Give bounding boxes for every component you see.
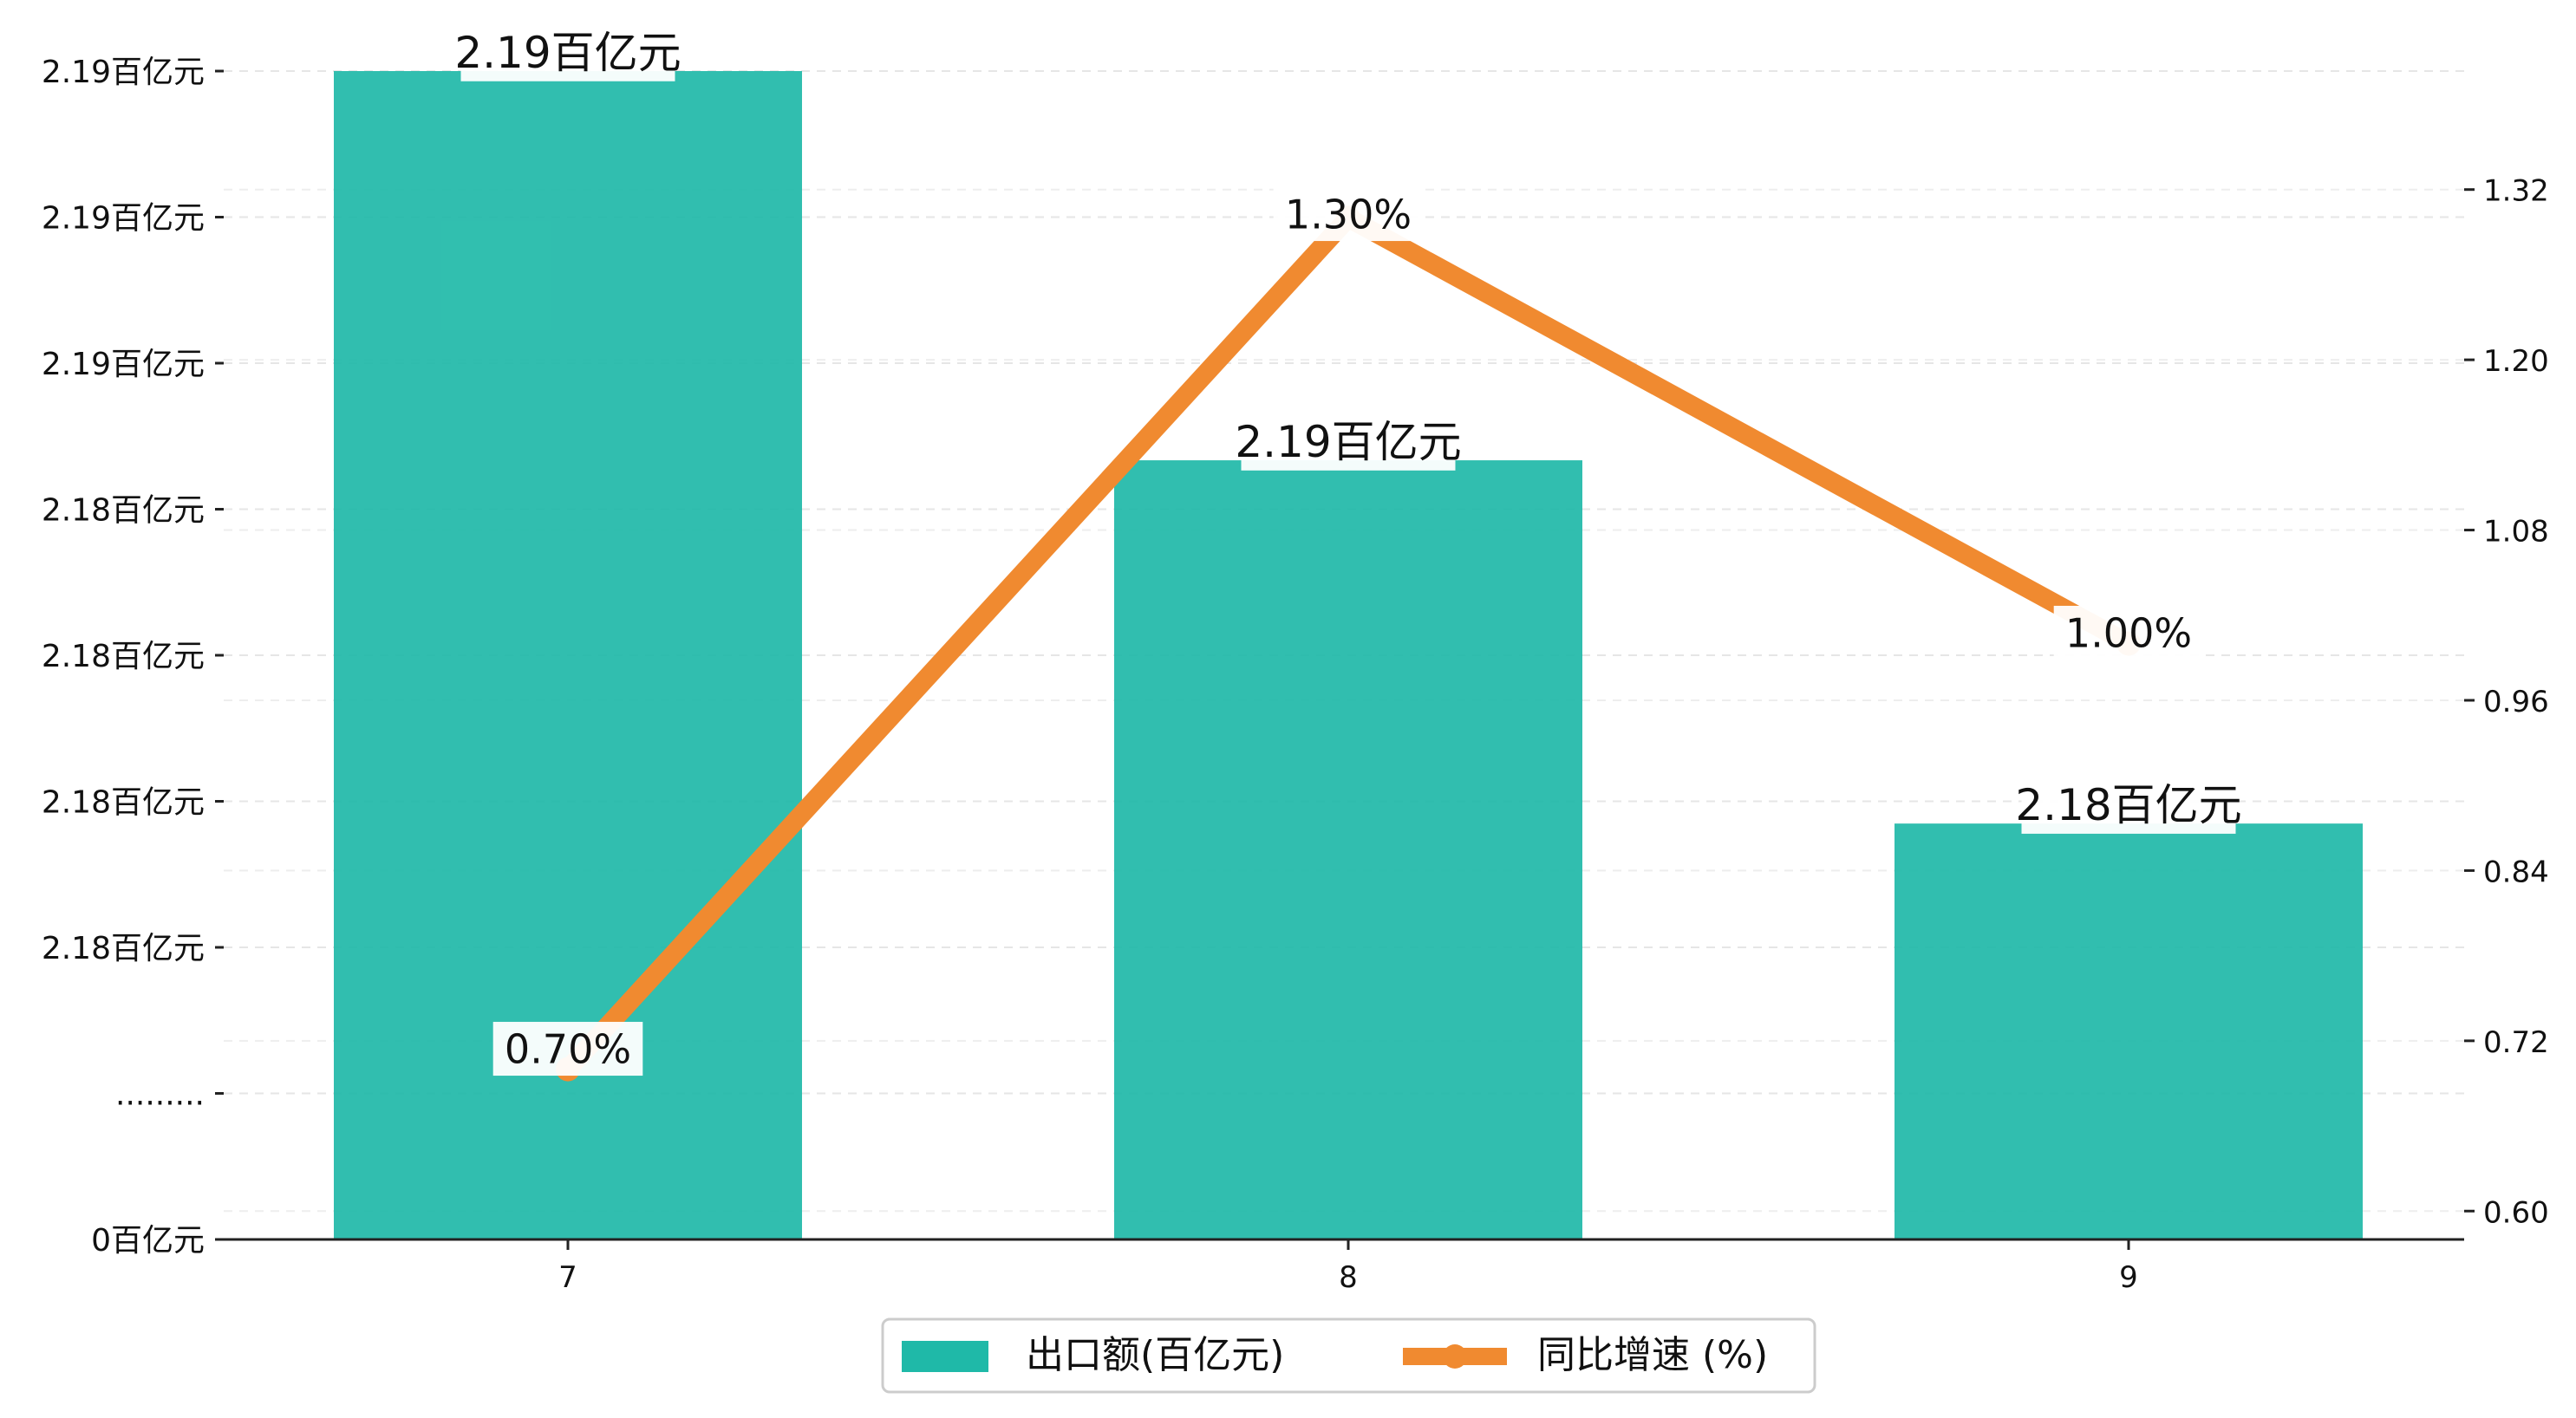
- legend-line-label: 同比增速 (%): [1537, 1333, 1768, 1377]
- y-left-tick-label: 2.18百亿元: [42, 931, 205, 966]
- bar-data-label: 2.19百亿元: [454, 28, 681, 78]
- bar: [1895, 823, 2363, 1239]
- y-right-tick-label: 1.32: [2483, 174, 2549, 209]
- y-right-tick-label: 0.96: [2483, 685, 2549, 719]
- y-left-tick-label: .........: [115, 1077, 205, 1113]
- bar-data-label-bg: [1241, 412, 1456, 471]
- legend-frame: [881, 1317, 1816, 1394]
- line-data-label-bg: [2053, 605, 2204, 660]
- line-data-label: 1.30%: [1285, 192, 1412, 238]
- y-right-tick-label: 1.08: [2483, 515, 2549, 550]
- y-left-tick-label: 2.18百亿元: [42, 639, 205, 674]
- y-left-tick-label: 2.18百亿元: [42, 493, 205, 529]
- y-right-tick-label: 0.72: [2483, 1025, 2549, 1060]
- bar-layer: [334, 71, 2363, 1239]
- label-layer: 2.19百亿元 2.19百亿元 2.18百亿元 0.70% 1.30% 1.00%: [454, 23, 2242, 1077]
- y-left-tick-label: 2.18百亿元: [42, 785, 205, 821]
- bar-data-label: 2.18百亿元: [2015, 780, 2241, 830]
- line-data-label-bg: [1273, 186, 1424, 242]
- y-left-tick-label: 2.19百亿元: [42, 347, 205, 382]
- bar-data-label-bg: [460, 23, 675, 81]
- y-right-tick-label: 0.60: [2483, 1195, 2549, 1230]
- y-right-tick-label: 1.20: [2483, 344, 2549, 379]
- y-right-tick-label: 0.84: [2483, 855, 2549, 889]
- line-data-label-bg: [492, 1021, 643, 1077]
- y-left-tick-label: 0百亿元: [91, 1223, 205, 1259]
- bar-data-label-bg: [2021, 775, 2236, 834]
- legend-bar-swatch: [902, 1341, 988, 1372]
- x-tick-label: 7: [558, 1260, 577, 1295]
- legend-bar-label: 出口额(百亿元): [1026, 1333, 1284, 1377]
- y-left-tick-label: 2.19百亿元: [42, 201, 205, 237]
- bar-data-label: 2.19百亿元: [1235, 417, 1461, 467]
- axis-layer: 0百亿元......... 2.18百亿元 2.18百亿元 2.18百亿元 2.18百亿…: [42, 55, 2549, 1295]
- line-data-label: 0.70%: [505, 1026, 631, 1073]
- y-left-tick-label: 2.19百亿元: [42, 55, 205, 90]
- bar: [1114, 460, 1582, 1239]
- legend: 出口额(百亿元) 同比增速 (%): [881, 1317, 1816, 1394]
- line-data-label: 1.00%: [2065, 610, 2192, 657]
- x-tick-label: 8: [1339, 1260, 1358, 1295]
- x-tick-label: 9: [2119, 1260, 2138, 1295]
- legend-line-marker: [1443, 1344, 1467, 1369]
